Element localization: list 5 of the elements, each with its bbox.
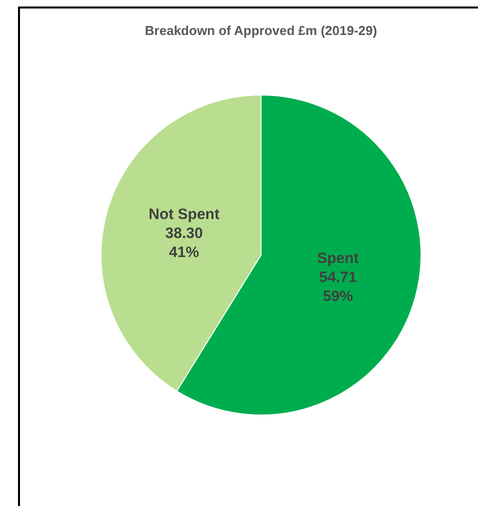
slice-label: Spent	[317, 250, 359, 267]
data-label: 38.30 41%	[165, 225, 203, 262]
data-label: 54.71 59%	[319, 268, 357, 305]
chart-title: Breakdown of Approved £m (2019-29)	[144, 23, 378, 38]
slice-label: Not Spent	[148, 206, 220, 224]
